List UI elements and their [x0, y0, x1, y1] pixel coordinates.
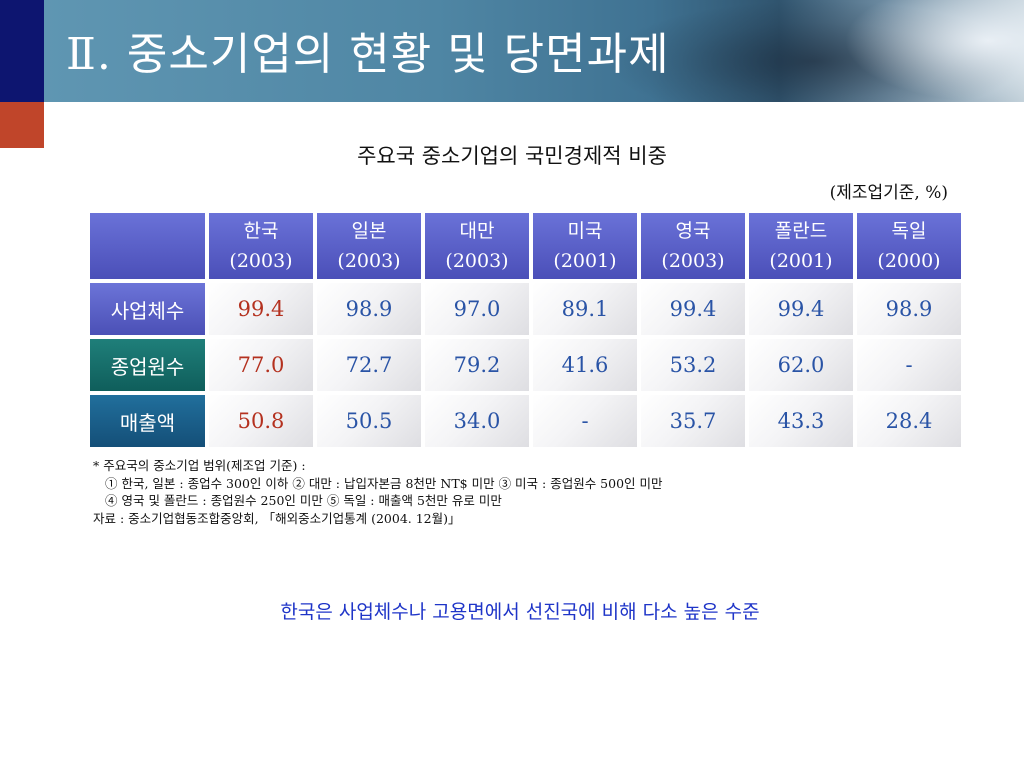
row-label: 사업체수 — [90, 283, 205, 335]
country-year: (2003) — [661, 250, 725, 272]
header-cell-germany: 독일 (2000) — [857, 213, 961, 279]
footnote-criteria-2: ④ 영국 및 폴란드 : 종업원수 250인 미만 ⑤ 독일 : 매출액 5천만… — [105, 493, 502, 508]
country-year: (2001) — [553, 250, 617, 272]
row-label: 매출액 — [90, 395, 205, 447]
value-cell: 98.9 — [857, 283, 961, 335]
table-row-employees: 종업원수 77.0 72.7 79.2 41.6 53.2 62.0 - — [90, 339, 961, 391]
value-cell: - — [857, 339, 961, 391]
country-name: 일본 — [351, 220, 387, 242]
header-cell-korea: 한국 (2003) — [209, 213, 313, 279]
value-cell: 97.0 — [425, 283, 529, 335]
value-cell: 99.4 — [209, 283, 313, 335]
value-cell: 35.7 — [641, 395, 745, 447]
value-cell: 41.6 — [533, 339, 637, 391]
value-cell: 28.4 — [857, 395, 961, 447]
accent-bar-navy — [0, 0, 44, 102]
value-cell: 43.3 — [749, 395, 853, 447]
table-title: 주요국 중소기업의 국민경제적 비중 — [357, 144, 667, 168]
country-name: 대만 — [459, 220, 495, 242]
footnote-heading: * 주요국의 중소기업 범위(제조업 기준) : — [93, 458, 306, 473]
value-cell: 50.5 — [317, 395, 421, 447]
value-cell: 34.0 — [425, 395, 529, 447]
header-row: 한국 (2003) 일본 (2003) 대만 (2003) 미국 (2001) 영국 (2… — [90, 213, 961, 279]
value-cell: 99.4 — [641, 283, 745, 335]
header-corner-cell — [90, 213, 205, 279]
value-cell: 99.4 — [749, 283, 853, 335]
country-name: 폴란드 — [774, 220, 828, 242]
table-row-sales: 매출액 50.8 50.5 34.0 - 35.7 43.3 28.4 — [90, 395, 961, 447]
country-year: (2003) — [445, 250, 509, 272]
value-cell: 79.2 — [425, 339, 529, 391]
country-year: (2000) — [877, 250, 941, 272]
slide-title: Ⅱ. 중소기업의 현황 및 당면과제 — [66, 29, 670, 80]
country-year: (2003) — [337, 250, 401, 272]
footnote: * 주요국의 중소기업 범위(제조업 기준) : ① 한국, 일본 : 종업수 … — [93, 457, 663, 527]
sme-share-table: 한국 (2003) 일본 (2003) 대만 (2003) 미국 (2001) 영국 (2… — [86, 209, 965, 451]
header-cell-taiwan: 대만 (2003) — [425, 213, 529, 279]
unit-note: (제조업기준, %) — [829, 183, 948, 203]
country-name: 한국 — [243, 220, 279, 242]
country-name: 독일 — [891, 220, 927, 242]
value-cell: 89.1 — [533, 283, 637, 335]
header-cell-poland: 폴란드 (2001) — [749, 213, 853, 279]
country-name: 영국 — [675, 220, 711, 242]
value-cell: 62.0 — [749, 339, 853, 391]
table-row-establishments: 사업체수 99.4 98.9 97.0 89.1 99.4 99.4 98.9 — [90, 283, 961, 335]
header-cell-uk: 영국 (2003) — [641, 213, 745, 279]
value-cell: 77.0 — [209, 339, 313, 391]
value-cell: 98.9 — [317, 283, 421, 335]
country-year: (2003) — [229, 250, 293, 272]
header-cell-japan: 일본 (2003) — [317, 213, 421, 279]
value-cell: 72.7 — [317, 339, 421, 391]
country-name: 미국 — [567, 220, 603, 242]
header-banner: Ⅱ. 중소기업의 현황 및 당면과제 — [44, 0, 1024, 102]
conclusion-text: 한국은 사업체수나 고용면에서 선진국에 비해 다소 높은 수준 — [280, 601, 760, 623]
country-year: (2001) — [769, 250, 833, 272]
value-cell: - — [533, 395, 637, 447]
value-cell: 53.2 — [641, 339, 745, 391]
footnote-source: 자료 : 중소기업협동조합중앙회, 「해외중소기업통계 (2004. 12월)」 — [93, 510, 461, 526]
value-cell: 50.8 — [209, 395, 313, 447]
header-cell-usa: 미국 (2001) — [533, 213, 637, 279]
row-label: 종업원수 — [90, 339, 205, 391]
footnote-criteria-1: ① 한국, 일본 : 종업수 300인 이하 ② 대만 : 납입자본금 8천만 … — [105, 475, 663, 491]
header-photo-glow — [844, 0, 1024, 102]
accent-bar-red — [0, 102, 44, 148]
